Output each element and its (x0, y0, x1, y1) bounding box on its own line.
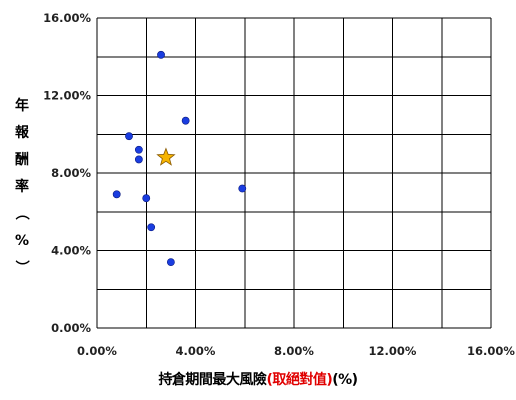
y-tick-label: 8.00% (51, 166, 91, 180)
y-tick-label: 4.00% (51, 244, 91, 258)
x-tick-label: 16.00% (467, 344, 515, 358)
y-axis-label-char: （ (13, 206, 29, 220)
data-point (134, 145, 143, 154)
y-axis-ticks: 0.00% 4.00% 8.00% 12.00% 16.00% (43, 11, 91, 335)
data-point (125, 132, 133, 141)
x-tick-label: 12.00% (369, 344, 417, 358)
y-axis-label-char: 報 (15, 124, 30, 141)
x-tick-label: 4.00% (176, 344, 216, 358)
x-axis-label-unit: (%) (332, 372, 358, 388)
y-tick-label: 12.00% (43, 89, 91, 103)
y-axis-label-char: 酬 (15, 152, 29, 168)
data-point (238, 184, 247, 193)
x-axis-label-main: 持倉期間最大風險 (158, 372, 267, 388)
x-axis-ticks: 0.00% 4.00% 8.00% 12.00% 16.00% (77, 344, 515, 358)
data-point (134, 155, 143, 164)
x-tick-label: 0.00% (77, 344, 117, 358)
data-point (142, 194, 151, 203)
y-tick-label: 16.00% (43, 11, 91, 25)
grid-lines (96, 17, 492, 329)
data-point (181, 116, 190, 125)
data-points (112, 50, 247, 267)
y-axis-label-char: 率 (15, 178, 29, 195)
y-axis-label-char: ） (13, 260, 29, 274)
data-point (112, 190, 121, 199)
y-tick-label: 0.00% (51, 321, 91, 335)
y-axis-label-char: % (15, 233, 29, 249)
y-axis-label-char: 年 (15, 97, 29, 114)
x-axis-label-accent: (取絕對值) (266, 372, 333, 388)
data-point (157, 50, 165, 59)
data-point (166, 258, 175, 267)
x-tick-label: 8.00% (274, 344, 314, 358)
highlight-star-point (156, 147, 176, 166)
x-axis-label: 持倉期間最大風險(取絕對值)(%) (0, 369, 516, 389)
data-point (147, 223, 156, 232)
